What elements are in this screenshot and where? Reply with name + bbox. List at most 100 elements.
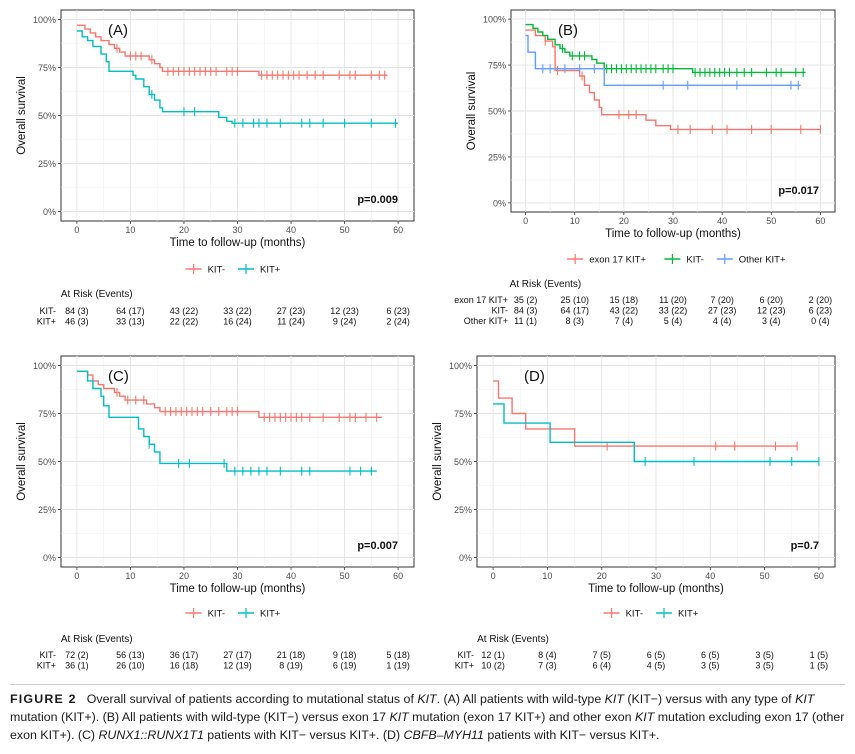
y-tick-label: 25% xyxy=(454,505,472,515)
y-tick-label: 50% xyxy=(454,457,472,467)
risk-cell: 22 (22) xyxy=(170,317,199,327)
x-tick-label: 60 xyxy=(393,225,403,235)
risk-row-label: KIT+ xyxy=(455,661,474,671)
risk-cell: 72 (2) xyxy=(65,650,89,660)
risk-cell: 0 (4) xyxy=(811,316,830,326)
risk-cell: 11 (24) xyxy=(277,317,305,327)
survival-curve xyxy=(525,29,821,131)
km-panel-3: 0% 25% 50% 75% 100% 0 10 20 30 40 50 60 Time to foll… xyxy=(16,355,415,671)
risk-cell: 3 (5) xyxy=(755,650,774,660)
risk-cell: 36 (1) xyxy=(65,661,89,671)
x-axis-title: Time to follow-up (months) xyxy=(170,237,306,249)
y-tick-label: 100% xyxy=(449,361,472,371)
risk-cell: 6 (19) xyxy=(333,661,357,671)
survival-curve xyxy=(493,380,798,447)
caption-text: Overall survival of patients according t… xyxy=(86,692,418,706)
risk-row-label: KIT+ xyxy=(37,317,56,327)
legend-label: KIT+ xyxy=(260,609,281,620)
y-axis-title: Overall survival xyxy=(16,76,28,155)
risk-cell: 12 (1) xyxy=(481,650,505,660)
risk-cell: 10 (2) xyxy=(481,661,505,671)
x-tick-label: 0 xyxy=(74,225,79,235)
risk-cell: 33 (22) xyxy=(223,306,252,316)
x-tick-label: 20 xyxy=(597,571,607,581)
y-tick-label: 100% xyxy=(33,361,56,371)
legend-label: KIT+ xyxy=(678,609,699,620)
survival-curve xyxy=(76,370,383,418)
x-tick-label: 30 xyxy=(668,216,678,226)
risk-cell: 43 (22) xyxy=(170,306,199,316)
p-value: p=0.017 xyxy=(778,185,819,197)
risk-cell: 64 (17) xyxy=(560,306,589,316)
y-tick-label: 50% xyxy=(38,457,56,467)
x-tick-label: 40 xyxy=(286,571,296,581)
x-tick-label: 10 xyxy=(125,225,135,235)
y-tick-label: 0% xyxy=(43,207,56,217)
risk-row-label: KIT- xyxy=(39,650,56,660)
panel-label: (C) xyxy=(108,368,129,385)
km-panel-1: 0% 25% 50% 75% 100% 0 10 20 30 40 50 60 Time to foll… xyxy=(16,9,415,327)
caption-text: patients with KIT− versus KIT+. xyxy=(483,728,660,742)
x-tick-label: 30 xyxy=(651,571,661,581)
y-tick-label: 75% xyxy=(38,63,56,73)
legend-label: KIT- xyxy=(208,609,225,620)
caption-text: mutation (exon 17 KIT+) and other exon xyxy=(408,710,635,724)
survival-curve xyxy=(525,34,801,86)
risk-cell: 16 (18) xyxy=(170,661,199,671)
p-value: p=0.009 xyxy=(357,194,398,206)
risk-table-title: At Risk (Events) xyxy=(61,634,133,645)
x-tick-label: 50 xyxy=(766,216,776,226)
x-tick-label: 20 xyxy=(179,571,189,581)
risk-cell: 3 (5) xyxy=(701,661,720,671)
figure-panels: 0% 25% 50% 75% 100% 0 10 20 30 40 50 60 Time to foll… xyxy=(16,9,836,671)
survival-curve xyxy=(76,24,388,76)
risk-cell: 6 (23) xyxy=(809,306,833,316)
risk-cell: 9 (24) xyxy=(333,317,357,327)
caption-text: mutation excluding exon 17 (other exon K… xyxy=(10,710,845,742)
x-tick-label: 40 xyxy=(705,571,715,581)
risk-cell: 6 (5) xyxy=(647,650,666,660)
risk-cell: 6 (20) xyxy=(760,295,784,305)
risk-row-label: KIT- xyxy=(491,306,508,316)
risk-cell: 56 (13) xyxy=(116,650,145,660)
risk-cell: 27 (23) xyxy=(277,306,306,316)
legend-label: exon 17 KIT+ xyxy=(589,255,646,266)
risk-cell: 12 (19) xyxy=(223,661,252,671)
panel-label: (B) xyxy=(558,22,578,39)
risk-cell: 8 (3) xyxy=(565,316,584,326)
y-tick-label: 25% xyxy=(38,159,56,169)
risk-cell: 27 (17) xyxy=(223,650,252,660)
caption-text: (KIT−) versus with any type of xyxy=(623,692,796,706)
caption-text: patients with KIT− versus KIT+. (D) xyxy=(203,728,404,742)
x-axis-title: Time to follow-up (months) xyxy=(605,228,741,240)
p-value: p=0.7 xyxy=(791,540,819,552)
y-tick-label: 25% xyxy=(38,505,56,515)
risk-cell: 7 (20) xyxy=(710,295,734,305)
risk-cell: 4 (4) xyxy=(713,316,732,326)
risk-cell: 3 (5) xyxy=(755,661,774,671)
risk-cell: 15 (18) xyxy=(610,295,639,305)
caption-divider xyxy=(10,684,845,685)
risk-cell: 6 (5) xyxy=(701,650,720,660)
y-tick-label: 50% xyxy=(488,107,506,117)
risk-cell: 35 (2) xyxy=(514,295,538,305)
survival-curve xyxy=(493,403,819,463)
risk-cell: 7 (4) xyxy=(615,316,634,326)
y-axis-title: Overall survival xyxy=(466,72,478,151)
risk-cell: 11 (1) xyxy=(514,316,537,326)
p-value: p=0.007 xyxy=(357,540,398,552)
risk-cell: 12 (23) xyxy=(757,306,786,316)
panel-label: (A) xyxy=(108,22,128,39)
caption-gene: KIT xyxy=(389,710,409,724)
y-axis-title: Overall survival xyxy=(432,422,444,501)
risk-cell: 21 (18) xyxy=(277,650,306,660)
caption-gene: RUNX1::RUNX1T1 xyxy=(98,728,204,742)
risk-cell: 8 (19) xyxy=(279,661,303,671)
x-tick-label: 40 xyxy=(286,225,296,235)
risk-cell: 5 (18) xyxy=(386,650,410,660)
caption-text: mutation (KIT+). (B) All patients with w… xyxy=(10,710,390,724)
risk-cell: 46 (3) xyxy=(65,317,89,327)
risk-cell: 7 (5) xyxy=(592,650,611,660)
x-tick-label: 0 xyxy=(523,216,528,226)
x-tick-label: 50 xyxy=(340,571,350,581)
